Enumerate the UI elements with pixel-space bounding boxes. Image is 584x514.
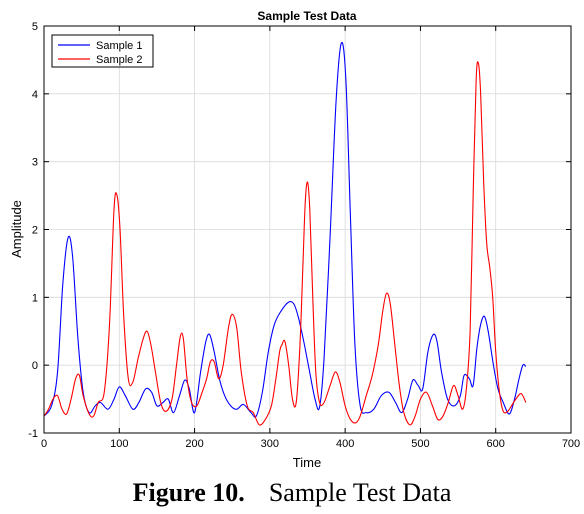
series-line-sample-1 [44, 41, 527, 418]
y-tick-label: 2 [32, 225, 38, 237]
x-tick-label: 700 [562, 438, 580, 450]
y-tick-label: 0 [32, 360, 38, 372]
y-tick-label: 1 [32, 292, 38, 304]
x-tick-label: 200 [185, 438, 203, 450]
x-tick-label: 0 [41, 438, 47, 450]
legend-label-sample-2: Sample 2 [96, 54, 142, 66]
x-tick-label: 600 [487, 438, 505, 450]
series-line-sample-2 [44, 61, 527, 426]
figure-caption-text: Sample Test Data [268, 478, 452, 507]
y-tick-label: -1 [28, 428, 38, 440]
legend-label-sample-1: Sample 1 [96, 40, 142, 52]
x-tick-label: 300 [261, 438, 279, 450]
y-axis-label: Amplitude [9, 200, 24, 258]
x-tick-label: 400 [336, 438, 354, 450]
series-layer [44, 41, 527, 426]
y-tick-label: 3 [32, 157, 38, 169]
legend-box [51, 34, 154, 68]
figure-caption: Figure 10. Sample Test Data [0, 478, 584, 508]
x-tick-label: 500 [411, 438, 429, 450]
x-tick-label: 100 [110, 438, 128, 450]
y-tick-label: 4 [32, 89, 38, 101]
figure-number: Figure 10. [132, 478, 245, 507]
y-tick-label: 5 [32, 21, 38, 33]
legend: Sample 1 Sample 2 [51, 34, 154, 68]
chart-title: Sample Test Data [257, 9, 356, 23]
x-axis-label: Time [293, 455, 321, 470]
